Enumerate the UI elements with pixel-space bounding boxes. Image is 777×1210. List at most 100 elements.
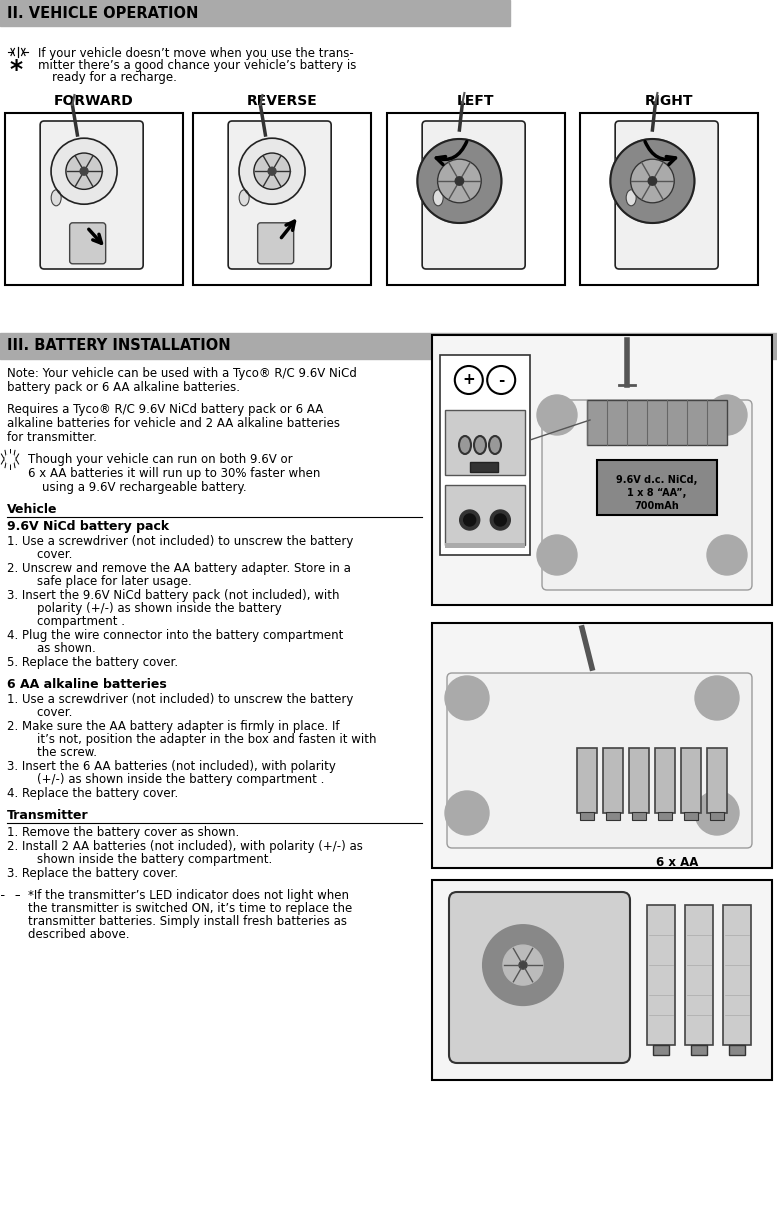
- Text: FORWARD: FORWARD: [54, 94, 134, 108]
- Circle shape: [455, 365, 483, 394]
- Text: polarity (+/-) as shown inside the battery: polarity (+/-) as shown inside the batte…: [7, 603, 282, 615]
- Bar: [445, 410, 525, 476]
- Bar: [580, 812, 594, 820]
- Circle shape: [66, 152, 103, 189]
- Bar: [710, 812, 724, 820]
- Text: 1. Remove the battery cover as shown.: 1. Remove the battery cover as shown.: [7, 826, 239, 839]
- Bar: [691, 1045, 707, 1055]
- Text: cover.: cover.: [7, 548, 72, 561]
- Ellipse shape: [474, 436, 486, 454]
- Text: using a 9.6V rechargeable battery.: using a 9.6V rechargeable battery.: [42, 482, 246, 494]
- Text: the transmitter is switched ON, it’s time to replace the: the transmitter is switched ON, it’s tim…: [28, 901, 352, 915]
- FancyBboxPatch shape: [70, 223, 106, 264]
- Circle shape: [239, 138, 305, 204]
- Circle shape: [455, 177, 464, 185]
- Text: If your vehicle doesn’t move when you use the trans-: If your vehicle doesn’t move when you us…: [38, 47, 354, 60]
- Text: 6 x AA: 6 x AA: [656, 855, 698, 869]
- Text: battery pack or 6 AA alkaline batteries.: battery pack or 6 AA alkaline batteries.: [7, 381, 240, 394]
- Circle shape: [695, 676, 739, 720]
- FancyBboxPatch shape: [228, 121, 331, 269]
- FancyBboxPatch shape: [422, 121, 525, 269]
- Text: compartment .: compartment .: [7, 615, 125, 628]
- Text: 5. Replace the battery cover.: 5. Replace the battery cover.: [7, 656, 178, 669]
- Text: Requires a Tyco® R/C 9.6V NiCd battery pack or 6 AA: Requires a Tyco® R/C 9.6V NiCd battery p…: [7, 403, 323, 416]
- Bar: [432, 880, 772, 1081]
- FancyBboxPatch shape: [615, 121, 718, 269]
- Circle shape: [5, 891, 15, 900]
- Text: 1. Use a screwdriver (not included) to unscrew the battery: 1. Use a screwdriver (not included) to u…: [7, 693, 354, 705]
- Bar: [658, 812, 672, 820]
- Text: for transmitter.: for transmitter.: [7, 431, 97, 444]
- Bar: [470, 462, 498, 472]
- Bar: [597, 460, 717, 515]
- Bar: [684, 812, 698, 820]
- Text: ready for a recharge.: ready for a recharge.: [52, 71, 177, 83]
- FancyBboxPatch shape: [449, 892, 630, 1064]
- Circle shape: [483, 926, 563, 1006]
- Circle shape: [494, 514, 507, 526]
- Ellipse shape: [489, 436, 501, 454]
- Text: alkaline batteries for vehicle and 2 AA alkaline batteries: alkaline batteries for vehicle and 2 AA …: [7, 417, 340, 430]
- Text: 3. Replace the battery cover.: 3. Replace the battery cover.: [7, 868, 178, 880]
- Text: safe place for later usage.: safe place for later usage.: [7, 575, 192, 588]
- Circle shape: [464, 514, 476, 526]
- Circle shape: [707, 394, 747, 436]
- Circle shape: [611, 139, 695, 223]
- Bar: [729, 1045, 745, 1055]
- Bar: [0, 0, 510, 25]
- Bar: [653, 1045, 669, 1055]
- Text: (+/-) as shown inside the battery compartment .: (+/-) as shown inside the battery compar…: [7, 773, 324, 787]
- Text: +: +: [462, 373, 476, 387]
- Text: 3. Insert the 6 AA batteries (not included), with polarity: 3. Insert the 6 AA batteries (not includ…: [7, 760, 336, 773]
- Circle shape: [5, 454, 15, 463]
- Bar: [577, 748, 597, 813]
- Circle shape: [631, 160, 674, 203]
- Text: 2. Unscrew and remove the AA battery adapter. Store in a: 2. Unscrew and remove the AA battery ada…: [7, 561, 351, 575]
- Bar: [681, 748, 701, 813]
- Text: LEFT: LEFT: [457, 94, 495, 108]
- Circle shape: [519, 961, 527, 969]
- Text: RIGHT: RIGHT: [645, 94, 693, 108]
- Ellipse shape: [433, 190, 443, 206]
- Text: described above.: described above.: [28, 928, 130, 941]
- Bar: [193, 113, 371, 286]
- Ellipse shape: [51, 190, 61, 206]
- Text: 2. Make sure the AA battery adapter is ﬁrmly in place. If: 2. Make sure the AA battery adapter is ﬁ…: [7, 720, 340, 733]
- Bar: [655, 748, 675, 813]
- Text: III. BATTERY INSTALLATION: III. BATTERY INSTALLATION: [7, 339, 231, 353]
- Bar: [685, 905, 713, 1045]
- Circle shape: [537, 535, 577, 575]
- FancyBboxPatch shape: [447, 673, 752, 848]
- Bar: [580, 113, 758, 286]
- Bar: [629, 748, 649, 813]
- Circle shape: [695, 791, 739, 835]
- Text: 1. Use a screwdriver (not included) to unscrew the battery: 1. Use a screwdriver (not included) to u…: [7, 535, 354, 548]
- Text: 2. Install 2 AA batteries (not included), with polarity (+/-) as: 2. Install 2 AA batteries (not included)…: [7, 840, 363, 853]
- Text: 6 AA alkaline batteries: 6 AA alkaline batteries: [7, 678, 167, 691]
- Circle shape: [254, 152, 291, 189]
- Circle shape: [437, 160, 481, 203]
- Ellipse shape: [239, 190, 249, 206]
- Text: 6 x AA batteries it will run up to 30% faster when: 6 x AA batteries it will run up to 30% f…: [28, 467, 320, 480]
- Text: Though your vehicle can run on both 9.6V or: Though your vehicle can run on both 9.6V…: [28, 453, 293, 466]
- Text: cover.: cover.: [7, 705, 72, 719]
- Bar: [606, 812, 620, 820]
- Bar: [440, 355, 530, 555]
- Ellipse shape: [459, 436, 471, 454]
- Circle shape: [445, 791, 489, 835]
- Text: shown inside the battery compartment.: shown inside the battery compartment.: [7, 853, 272, 866]
- FancyBboxPatch shape: [542, 401, 752, 590]
- Text: 9.6V d.c. NiCd,: 9.6V d.c. NiCd,: [616, 476, 698, 485]
- FancyBboxPatch shape: [258, 223, 294, 264]
- Circle shape: [648, 177, 657, 185]
- Text: 4. Replace the battery cover.: 4. Replace the battery cover.: [7, 786, 178, 800]
- Bar: [5, 113, 183, 286]
- Text: 4. Plug the wire connector into the battery compartment: 4. Plug the wire connector into the batt…: [7, 629, 343, 643]
- Text: Vehicle: Vehicle: [7, 503, 57, 515]
- Bar: [387, 113, 565, 286]
- Bar: [603, 748, 623, 813]
- Circle shape: [445, 676, 489, 720]
- Bar: [445, 543, 525, 548]
- Ellipse shape: [626, 190, 636, 206]
- Bar: [432, 623, 772, 868]
